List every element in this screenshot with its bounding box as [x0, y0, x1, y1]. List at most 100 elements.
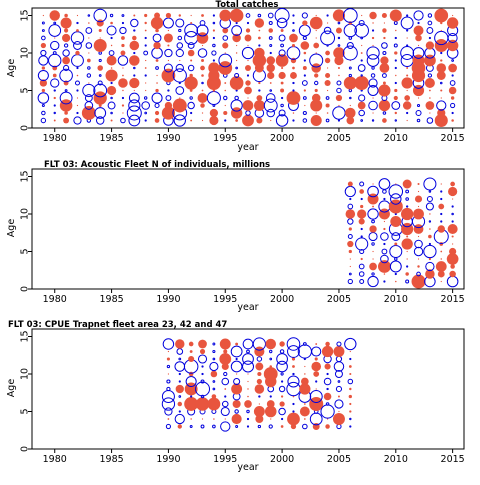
panel-1-bubble — [184, 76, 198, 90]
panel-3-bubble — [349, 402, 352, 406]
panel-2-bubble — [395, 183, 397, 185]
panel-1-bubble — [63, 64, 70, 72]
panel-3-bubble — [256, 378, 262, 385]
panel-3-bubble — [199, 348, 206, 355]
panel-1-bubble — [245, 80, 251, 86]
panel-1-bubble — [246, 21, 250, 25]
panel-1-bubble — [326, 89, 329, 92]
panel-3-bubble — [231, 383, 243, 395]
panel-2-bubble — [417, 258, 420, 260]
panel-2-bubble — [367, 185, 379, 198]
panel-1-bubble — [85, 27, 93, 34]
panel-3-bubble — [302, 423, 308, 430]
panel-1-bubble — [87, 14, 91, 17]
panel-1-bubble — [120, 50, 126, 56]
panel-1-bubble — [394, 119, 397, 122]
panel-1-bubble — [145, 59, 147, 62]
panel-1-bubble — [98, 28, 102, 33]
panel-1-bubble — [425, 101, 435, 110]
panel-3-bubble — [323, 392, 332, 401]
panel-2-bubble — [360, 235, 363, 238]
panel-1-bubble — [53, 111, 56, 115]
panel-1-bubble — [417, 21, 420, 25]
panel-1-bubble — [426, 27, 434, 34]
panel-3-bubble — [344, 337, 357, 351]
panel-1-bubble — [348, 66, 352, 70]
panel-3-bubble — [263, 367, 278, 381]
panel-1-bubble — [41, 21, 45, 25]
panel-3-bubble — [232, 399, 241, 409]
panel-2-xlabel: year — [237, 302, 258, 313]
panel-3-bubble — [323, 377, 332, 386]
panel-1-bubble — [342, 45, 358, 61]
panel-1-bubble — [76, 89, 79, 92]
panel-1-bubble — [76, 21, 79, 25]
panel-2-bubble — [348, 272, 352, 276]
panel-1-bubble — [64, 89, 68, 92]
panel-1-bubble — [143, 96, 148, 100]
panel-2-bubble — [360, 257, 363, 261]
panel-1-bubble — [242, 114, 254, 127]
panel-1-bubble — [128, 92, 140, 104]
panel-1-bubble — [76, 104, 79, 107]
panel-2-bubble — [389, 260, 402, 273]
panel-3-bubble — [223, 371, 228, 377]
panel-1-bubble — [178, 14, 181, 17]
panel-3-bubble — [223, 349, 228, 354]
panel-1-bubble — [224, 82, 227, 84]
panel-1-bubble — [99, 37, 101, 39]
panel-3-bubble — [230, 360, 243, 373]
panel-1-bubble — [369, 11, 377, 20]
panel-2-xtick-label: 2005 — [327, 294, 351, 305]
panel-1-bubble — [106, 85, 117, 96]
panel-3-bubble — [167, 350, 170, 353]
panel-1-bubble — [117, 55, 129, 66]
panel-1-bubble — [163, 63, 173, 73]
panel-1-bubble — [93, 91, 107, 105]
panel-1-bubble — [337, 36, 341, 40]
panel-1-bubble — [417, 44, 420, 47]
panel-3-bubble — [198, 339, 207, 349]
panel-1-bubble — [310, 99, 323, 112]
panel-2-bubble — [380, 254, 389, 264]
panel-1-bubble — [315, 14, 317, 17]
panel-3-xtick-label: 2000 — [270, 454, 294, 465]
panel-3-bubble — [258, 395, 261, 398]
panel-2-bubble — [417, 182, 420, 186]
panel-1-bubble — [266, 63, 275, 73]
panel-1-bubble — [145, 89, 147, 92]
panel-1-bubble — [370, 73, 376, 78]
panel-1-bubble — [107, 101, 116, 110]
panel-1-bubble — [223, 110, 228, 116]
panel-1-bubble — [141, 101, 150, 110]
panel-1-bubble — [436, 100, 447, 111]
panel-1-bubble — [429, 112, 431, 114]
panel-1-xtick-label: 2000 — [270, 133, 294, 144]
panel-1-bubble — [440, 59, 443, 62]
panel-1-bubble — [372, 112, 374, 114]
panel-3-xtick-label: 2015 — [441, 454, 465, 465]
panel-3-bubble — [221, 400, 229, 408]
panel-3-bubble — [161, 389, 175, 404]
panel-1-bubble — [155, 59, 159, 62]
panel-2-bubble — [417, 205, 420, 208]
panel-1-bubble — [82, 83, 96, 98]
panel-2-bubble — [369, 225, 377, 233]
panel-1-bubble — [325, 72, 331, 79]
panel-1-bubble — [167, 59, 170, 62]
panel-1-bubble — [212, 59, 215, 62]
panel-2-xtick-label: 1995 — [213, 294, 237, 305]
panel-1-bubble — [97, 80, 103, 86]
panel-1-bubble — [121, 14, 125, 17]
panel-1-xtick-label: 1980 — [43, 133, 67, 144]
panel-3-bubble — [190, 418, 192, 420]
panel-1-bubble — [381, 73, 387, 78]
panel-1-bubble — [121, 96, 125, 100]
panel-3-bubble — [247, 373, 249, 375]
panel-1-bubble — [122, 89, 124, 92]
panel-3-xtick-label: 1995 — [213, 454, 237, 465]
panel-2-bubble — [372, 183, 374, 185]
panel-3-bubble — [338, 410, 340, 413]
panel-1-bubble — [298, 24, 311, 37]
panel-2-bubble — [405, 189, 410, 194]
